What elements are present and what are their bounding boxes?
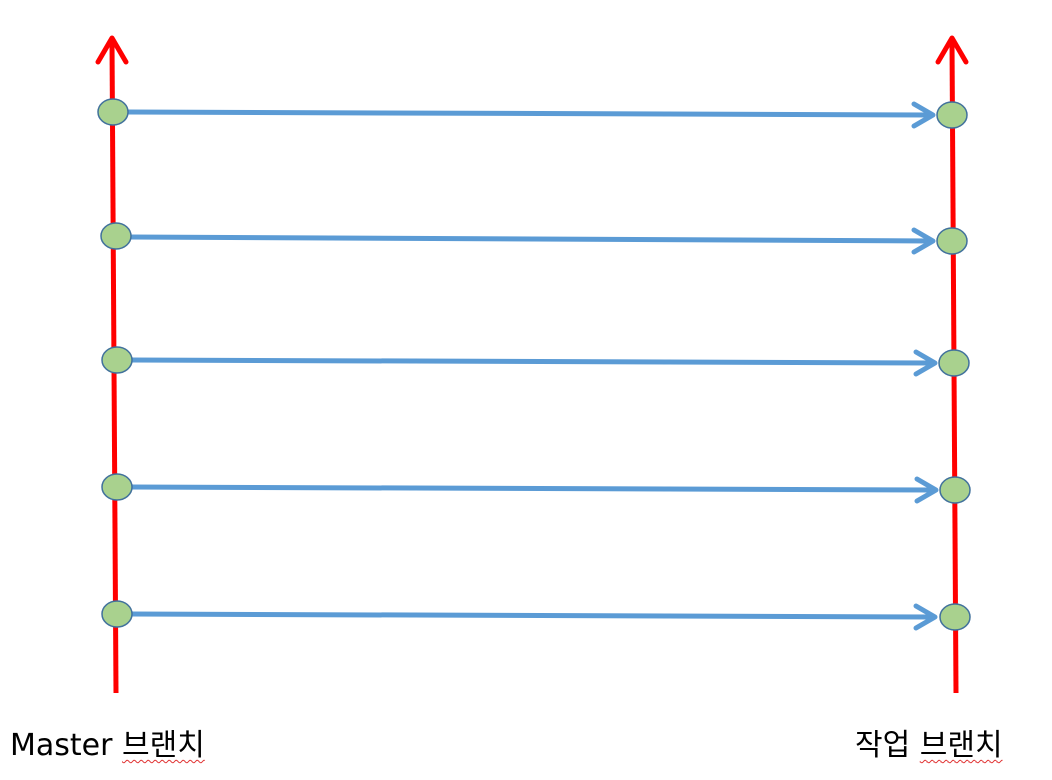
merge-arrows bbox=[127, 101, 939, 631]
merge-arrow bbox=[127, 101, 936, 129]
work-branch-label: 작업 브랜치 bbox=[855, 731, 1003, 761]
commit-node bbox=[97, 98, 129, 126]
master-branch-label-prefix: Master bbox=[10, 728, 113, 763]
master-commits bbox=[97, 98, 133, 628]
commit-node bbox=[936, 227, 968, 255]
work-branch-label-korean: 브랜치 bbox=[919, 728, 1003, 763]
right-arrow-icon bbox=[914, 476, 939, 504]
right-arrow-icon bbox=[911, 101, 936, 129]
commit-node bbox=[101, 600, 133, 628]
right-arrow-icon bbox=[911, 227, 936, 255]
merge-arrow bbox=[130, 603, 938, 631]
commit-node bbox=[936, 101, 968, 129]
master-branch-label-korean: 브랜치 bbox=[122, 728, 205, 763]
up-arrow-icon bbox=[95, 35, 129, 65]
merge-arrow bbox=[130, 349, 938, 377]
work-branch-label-word: 작업 bbox=[855, 728, 911, 763]
commit-node bbox=[100, 222, 132, 250]
commit-node bbox=[101, 346, 133, 374]
commit-node bbox=[101, 473, 133, 501]
merge-arrow bbox=[129, 227, 936, 255]
commit-node bbox=[939, 603, 971, 631]
commit-node bbox=[938, 349, 970, 377]
right-arrow-icon bbox=[913, 349, 938, 377]
commit-node bbox=[939, 476, 971, 504]
master-branch-label: Master 브랜치 bbox=[10, 731, 205, 761]
right-arrow-icon bbox=[913, 603, 938, 631]
work-commits bbox=[936, 101, 971, 631]
merge-arrow bbox=[130, 476, 939, 504]
up-arrow-icon bbox=[935, 35, 969, 65]
